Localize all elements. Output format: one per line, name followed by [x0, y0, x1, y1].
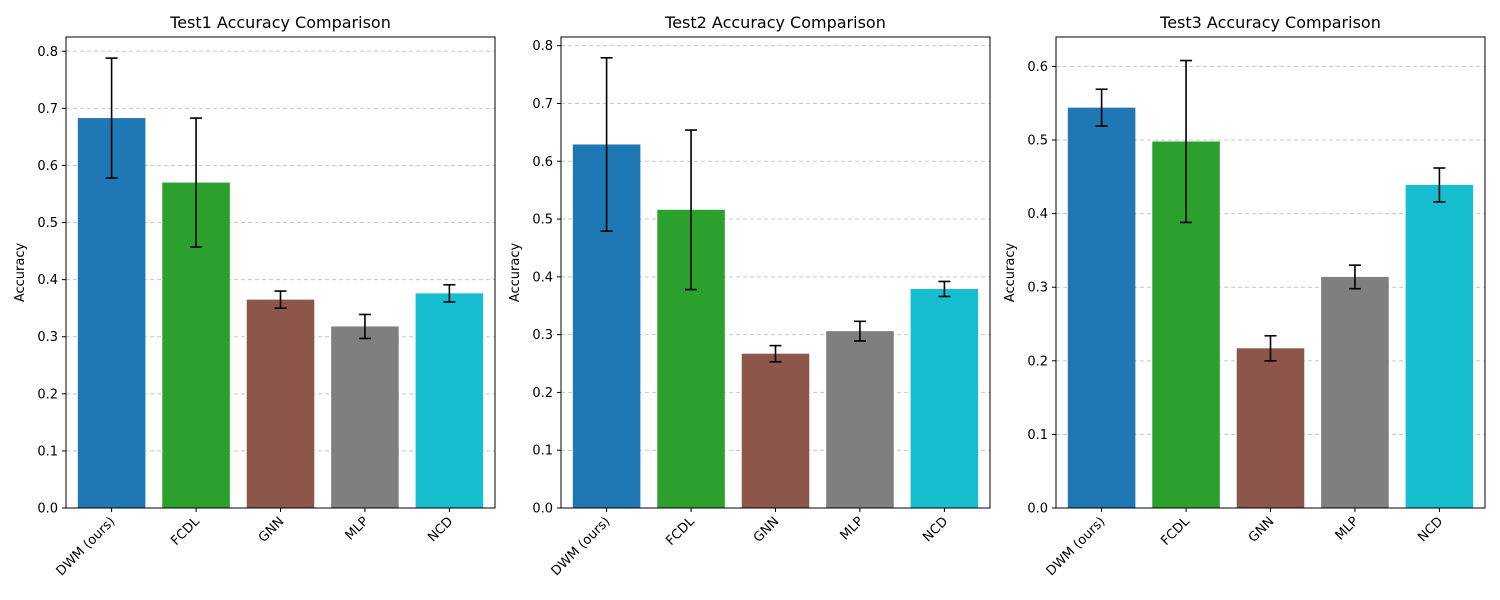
error-bar: [1095, 88, 1108, 127]
error-bar: [769, 344, 782, 363]
y-axis-label: Accuracy: [508, 243, 523, 303]
y-axis-label: Accuracy: [13, 243, 28, 303]
bar-ncd: [910, 288, 979, 508]
x-tick-label: GNN: [1246, 514, 1277, 545]
chart-panel-1: 0.0 0.1 0.2 0.3 0.4 0.5 0.6 0.7 0.8 DWM (ours) FCD…: [13, 13, 496, 579]
error-bar: [190, 117, 203, 248]
error-bar: [443, 283, 456, 303]
y-tick-label: 0.2: [1027, 354, 1048, 369]
x-tick-label: MLP: [838, 514, 867, 543]
error-bar: [1348, 264, 1361, 290]
bar-mlp: [331, 326, 399, 508]
y-tick-label: 0.0: [532, 502, 553, 517]
error-bar: [853, 320, 866, 342]
y-tick-label: 0.3: [37, 330, 58, 345]
y-tick-label: 0.2: [37, 387, 58, 402]
y-tick-label: 0.1: [532, 444, 553, 459]
x-tick-label: NCD: [920, 514, 951, 545]
x-tick-label: GNN: [751, 514, 782, 545]
error-bar: [600, 57, 613, 232]
error-bar: [1180, 59, 1193, 224]
x-tick-label: FCDL: [168, 514, 203, 549]
y-tick-label: 0.1: [37, 444, 58, 459]
x-tick-label: NCD: [425, 514, 456, 545]
y-tick-label: 0.8: [532, 39, 553, 54]
y-tick-label: 0.7: [37, 102, 58, 117]
chart-title: Test3 Accuracy Comparison: [1159, 13, 1381, 32]
x-tick-label: MLP: [1333, 514, 1362, 543]
y-tick-label: 0.8: [37, 45, 58, 60]
x-tick-label: DWM (ours): [549, 514, 614, 579]
chart-panel-3: 0.0 0.1 0.2 0.3 0.4 0.5 0.6 DWM (ours) FCDL GNN ML…: [1003, 13, 1486, 579]
x-tick-label: FCDL: [1158, 514, 1193, 549]
bar-ncd: [415, 293, 484, 508]
bar-dwm-ours: [1067, 107, 1136, 509]
y-tick-label: 0.5: [37, 216, 58, 231]
y-tick-label: 0.6: [532, 155, 553, 170]
x-tick-label: FCDL: [663, 514, 698, 549]
y-tick-label: 0.7: [532, 97, 553, 112]
y-tick-label: 0.6: [37, 159, 58, 174]
error-bar: [274, 290, 287, 309]
x-tick-label: NCD: [1415, 514, 1446, 545]
x-tick-label: GNN: [256, 514, 287, 545]
bar-gnn: [741, 353, 810, 508]
bar-gnn: [246, 299, 315, 508]
error-bar: [938, 280, 951, 298]
error-bar: [1264, 334, 1277, 362]
error-bar: [1433, 167, 1446, 203]
y-tick-label: 0.0: [1027, 502, 1048, 517]
y-tick-label: 0.3: [532, 328, 553, 343]
bar-ncd: [1405, 184, 1474, 508]
y-tick-label: 0.5: [532, 213, 553, 228]
error-bar: [358, 313, 371, 340]
bar-mlp: [826, 331, 894, 508]
x-tick-label: DWM (ours): [54, 514, 119, 579]
y-tick-label: 0.6: [1027, 60, 1048, 75]
y-tick-label: 0.4: [532, 270, 553, 285]
y-tick-label: 0.5: [1027, 134, 1048, 149]
bar-dwm-ours: [77, 118, 146, 508]
chart-panel-2: 0.0 0.1 0.2 0.3 0.4 0.5 0.6 0.7 0.8 DWM (ours) FCD…: [508, 13, 991, 579]
y-axis-label: Accuracy: [1003, 243, 1018, 303]
x-tick-label: DWM (ours): [1044, 514, 1109, 579]
bar-mlp: [1321, 276, 1389, 508]
y-tick-label: 0.2: [532, 386, 553, 401]
y-tick-label: 0.4: [1027, 207, 1048, 222]
y-tick-label: 0.3: [1027, 281, 1048, 296]
chart-title: Test1 Accuracy Comparison: [169, 13, 391, 32]
bar-gnn: [1236, 348, 1305, 508]
error-bar: [685, 129, 698, 291]
error-bar: [105, 57, 118, 179]
chart-title: Test2 Accuracy Comparison: [664, 13, 886, 32]
y-tick-label: 0.0: [37, 502, 58, 517]
y-tick-label: 0.1: [1027, 428, 1048, 443]
y-tick-label: 0.4: [37, 273, 58, 288]
x-tick-label: MLP: [343, 514, 372, 543]
